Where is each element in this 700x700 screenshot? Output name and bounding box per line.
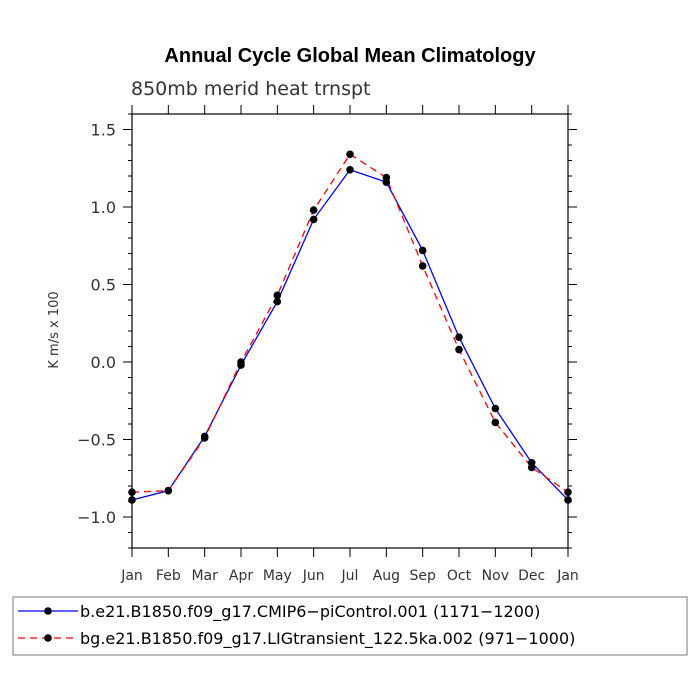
y-tick-label: −1.0: [77, 508, 116, 527]
legend-label-series-2: bg.e21.B1850.f09_g17.LIGtransient_122.5k…: [80, 629, 575, 649]
series-1-point: [128, 496, 136, 504]
x-tick-label: Oct: [447, 568, 472, 584]
y-axis-label: K m/s x 100: [47, 291, 62, 368]
series-2-point: [382, 173, 391, 182]
series-line-1: [131, 169, 569, 501]
series-2-point: [273, 291, 282, 300]
series-2-point: [237, 358, 245, 366]
series-1-point: [309, 215, 318, 224]
legend-marker-series-1: [44, 607, 52, 615]
series-2-point: [564, 488, 572, 497]
x-tick-label: Jan: [556, 568, 579, 584]
y-tick-label: −0.5: [77, 431, 116, 450]
x-tick-label: Jul: [341, 568, 359, 584]
axes-layer: −1.0 −0.5 0.0 0.5 1.0 1.5 Jan Feb Mar Apr May Jun Ju…: [77, 105, 579, 584]
series-2-point: [346, 150, 354, 159]
legend-label-series-1: b.e21.B1850.f09_g17.CMIP6−piControl.001 …: [80, 602, 540, 622]
x-tick-label: Apr: [229, 568, 253, 584]
series-line-2: [131, 153, 569, 493]
y-tick-label: 0.0: [91, 353, 116, 372]
x-tick-label: Jan: [120, 568, 143, 584]
series-2-point: [309, 206, 318, 214]
x-tick-label: May: [263, 568, 292, 584]
legend: b.e21.B1850.f09_g17.CMIP6−piControl.001 …: [12, 596, 688, 656]
series-1-point: [455, 333, 463, 342]
y-tick-label: 1.0: [91, 198, 116, 217]
plot-frame: [131, 113, 569, 549]
series-layer: [128, 150, 572, 504]
x-tick-label: Dec: [518, 568, 545, 584]
series-2-point: [128, 488, 136, 497]
chart-title: Annual Cycle Global Mean Climatology: [164, 45, 536, 67]
x-tick-label: Jun: [302, 568, 325, 584]
x-tick-label: Sep: [409, 568, 436, 584]
x-tick-label: Nov: [482, 568, 509, 584]
series-1-point: [273, 297, 282, 306]
x-tick-label: Aug: [373, 568, 400, 584]
x-tick-label: Mar: [191, 568, 218, 584]
series-1-point: [491, 404, 500, 413]
x-tick-label: Feb: [156, 568, 181, 584]
series-2-point: [527, 463, 536, 472]
series-2-point: [164, 486, 173, 495]
legend-box: [12, 596, 688, 656]
series-1-point: [418, 246, 427, 255]
legend-marker-series-2: [44, 634, 52, 642]
chart-subtitle: 850mb merid heat trnspt: [131, 78, 371, 100]
series-2-point: [455, 345, 463, 354]
y-tick-label: 1.5: [91, 121, 116, 140]
series-2-point: [418, 262, 427, 270]
series-1-point: [564, 496, 572, 504]
y-tick-label: 0.5: [91, 276, 116, 295]
series-1-point: [346, 166, 354, 174]
series-2-point: [491, 418, 500, 427]
series-2-point: [200, 434, 209, 442]
